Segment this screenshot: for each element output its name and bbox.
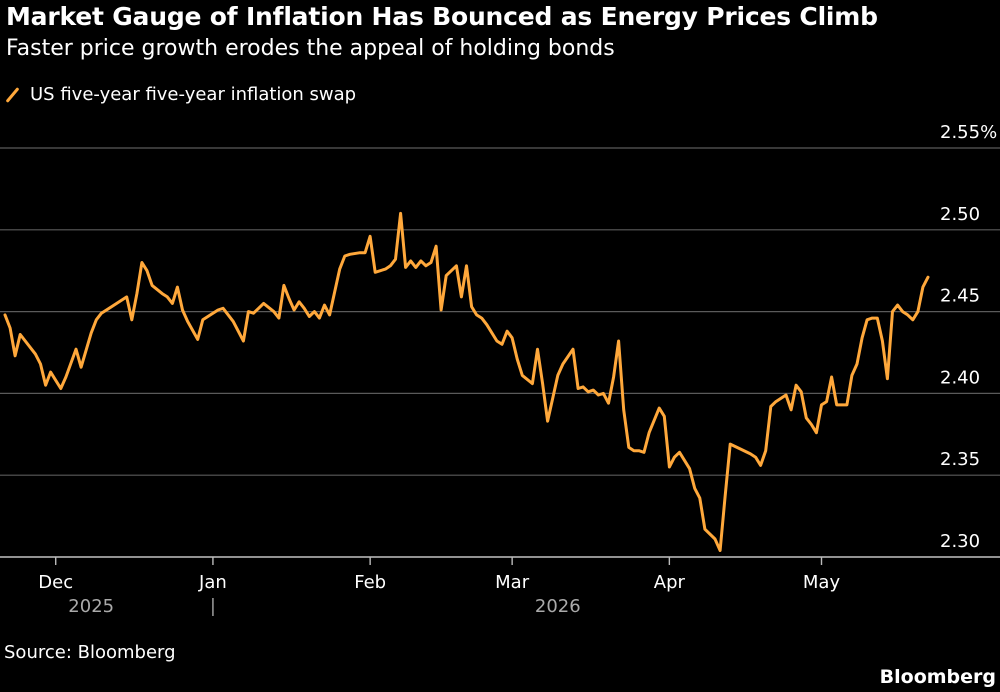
- x-tick-label: Feb: [354, 572, 386, 593]
- series-line: [3, 211, 930, 552]
- y-tick-label: 2.55%: [940, 122, 997, 143]
- grid-lines: [0, 147, 1000, 558]
- bloomberg-logo: Bloomberg: [879, 666, 996, 688]
- year-label: 2025: [68, 596, 114, 617]
- x-tick-label: Dec: [38, 572, 73, 593]
- y-tick-label: 2.45: [940, 286, 980, 307]
- y-tick-label: 2.30: [940, 531, 980, 552]
- legend-label: US five-year five-year inflation swap: [30, 84, 357, 105]
- x-tick-label: Mar: [495, 572, 530, 593]
- x-tick-label: Apr: [654, 572, 686, 593]
- y-tick-label: 2.35: [940, 449, 980, 470]
- chart-subtitle: Faster price growth erodes the appeal of…: [6, 36, 615, 61]
- x-axis: Dec Jan Feb Mar Apr May 2025 2026: [0, 556, 1000, 617]
- y-tick-label: 2.50: [940, 204, 980, 225]
- chart-legend: US five-year five-year inflation swap: [6, 84, 356, 105]
- y-axis: 2.30 2.35 2.40 2.45 2.50 2.55%: [940, 122, 997, 552]
- y-tick-label: 2.40: [940, 367, 980, 388]
- chart-title: Market Gauge of Inflation Has Bounced as…: [6, 2, 878, 31]
- x-tick-label: Jan: [198, 572, 227, 593]
- source-note: Source: Bloomberg: [4, 642, 176, 663]
- x-tick-label: May: [803, 572, 841, 593]
- year-label: 2026: [535, 596, 581, 617]
